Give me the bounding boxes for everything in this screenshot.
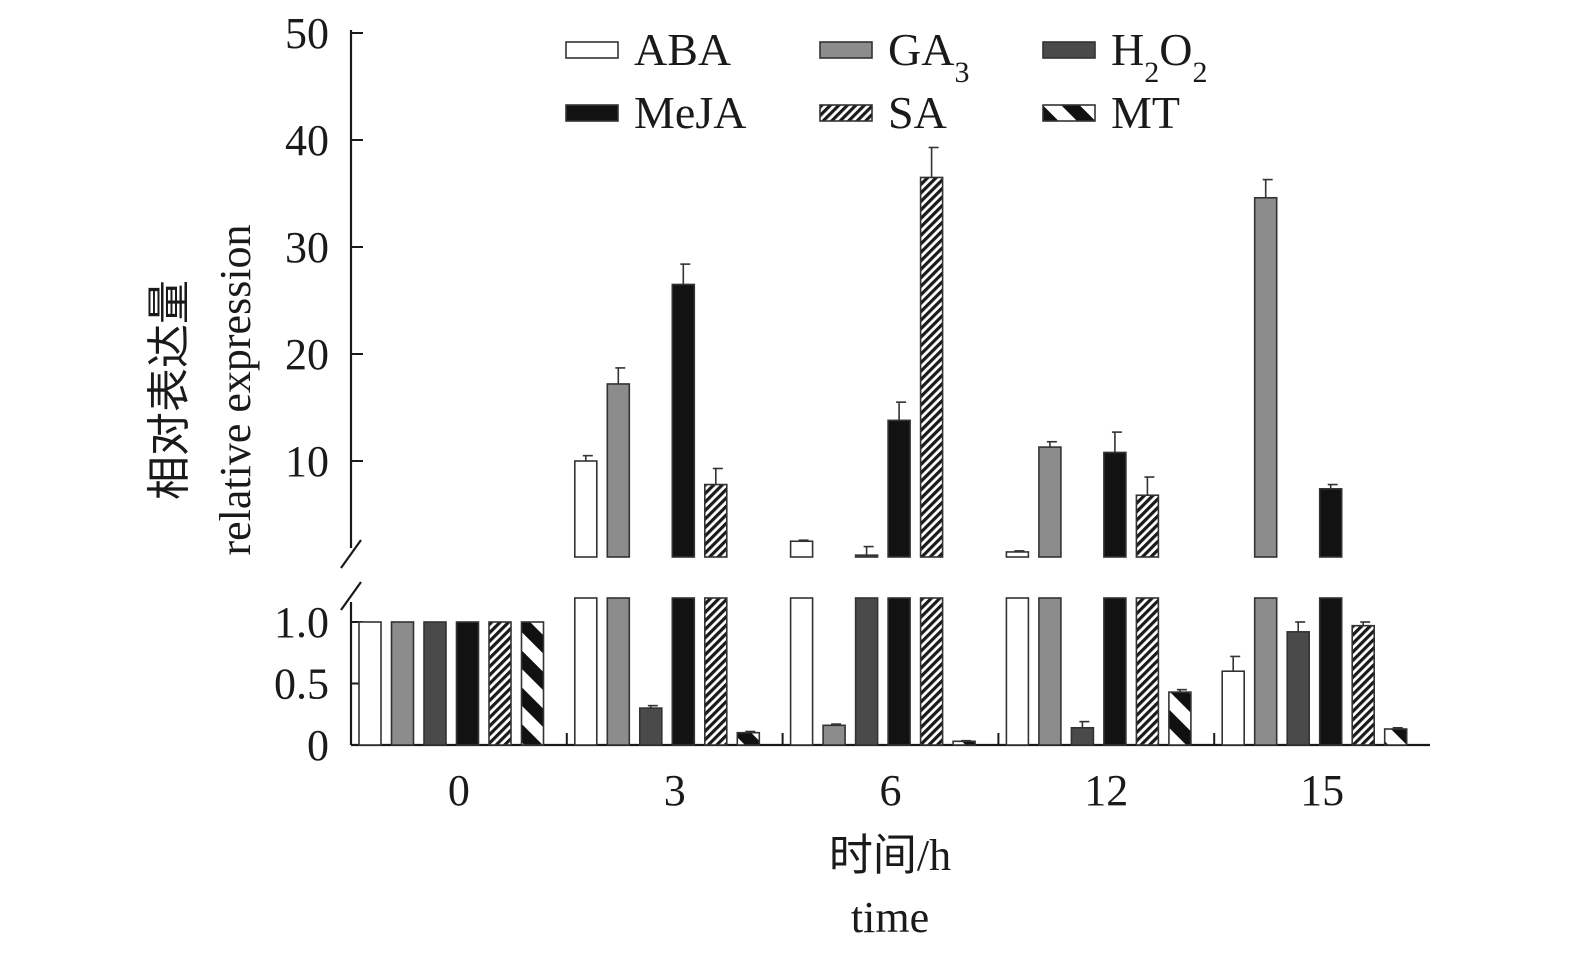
bar	[1070, 726, 1095, 746]
bar	[606, 597, 631, 746]
bar	[919, 597, 944, 746]
y-tick-label: 30	[285, 223, 329, 272]
y-tick-label: 0.5	[274, 660, 329, 709]
bar	[1351, 624, 1375, 746]
bar	[1253, 597, 1278, 746]
bar	[671, 283, 696, 558]
bar	[1135, 494, 1160, 558]
axis-break-mark	[340, 539, 362, 569]
legend-swatch	[819, 104, 873, 122]
y-tick-label: 10	[285, 437, 329, 486]
bar	[1221, 670, 1245, 746]
bar	[822, 724, 846, 746]
axis-titles: 时间/h time 相对表达量 relative expression	[145, 224, 951, 942]
bar	[520, 621, 545, 746]
bar	[423, 621, 447, 746]
bar	[390, 621, 415, 746]
y-tick-label: 0	[307, 721, 329, 770]
x-tick-label: 3	[664, 766, 686, 815]
y-tick-label: 40	[285, 116, 329, 165]
bar	[789, 540, 814, 558]
x-tick-label: 15	[1300, 766, 1344, 815]
legend-label: H2O2	[1111, 24, 1207, 89]
y-tick-label: 20	[285, 330, 329, 379]
bar	[1135, 597, 1160, 746]
bar	[703, 597, 728, 746]
bar	[1005, 597, 1030, 746]
x-tick-label: 0	[448, 766, 470, 815]
legend: ABA GA3 H2O2 MeJA SA MT	[565, 24, 1207, 138]
legend-label: ABA	[634, 24, 731, 75]
x-tick-label: 12	[1084, 766, 1128, 815]
bar	[1318, 597, 1343, 746]
bar	[606, 383, 631, 558]
bar	[789, 597, 814, 746]
bar	[887, 419, 911, 558]
bar	[887, 597, 911, 746]
bar	[1253, 196, 1278, 558]
bar	[1383, 728, 1408, 746]
bar	[1005, 551, 1030, 558]
bar	[952, 740, 976, 746]
bar	[358, 621, 382, 746]
bar	[1038, 446, 1062, 558]
bar	[488, 621, 512, 746]
bar	[703, 483, 728, 558]
x-axis-title: 时间/h	[829, 831, 951, 880]
y-axis-title: 相对表达量	[145, 280, 194, 500]
bar	[638, 707, 663, 746]
legend-label: MT	[1111, 87, 1180, 138]
bar	[455, 621, 480, 746]
bar	[854, 597, 879, 746]
y-tick-label: 50	[285, 9, 329, 58]
x-axis-title-en: time	[851, 893, 929, 942]
bar	[1103, 451, 1127, 558]
x-tick-label: 6	[880, 766, 902, 815]
legend-swatch	[1042, 104, 1096, 122]
bar	[1038, 597, 1062, 746]
legend-label: SA	[888, 87, 947, 138]
bar	[919, 176, 944, 558]
bar	[1168, 691, 1192, 746]
legend-swatch	[565, 104, 619, 122]
bar	[1318, 488, 1343, 558]
bar	[854, 554, 879, 558]
legend-swatch	[1042, 41, 1096, 59]
axis-break-mark	[340, 581, 362, 611]
bar	[671, 597, 696, 746]
bar	[1286, 631, 1310, 746]
bar	[736, 731, 761, 746]
legend-label: GA3	[888, 24, 969, 89]
legend-swatch	[819, 41, 873, 59]
axes: 10 20 30 40 50 0 0.5 1.0 0 3 6 12 15	[274, 9, 1430, 815]
bars	[358, 146, 1408, 746]
legend-label: MeJA	[634, 87, 746, 138]
bar	[573, 597, 598, 746]
legend-swatch	[565, 41, 619, 59]
bar	[573, 460, 598, 558]
y-tick-label: 1.0	[274, 598, 329, 647]
bar	[1103, 597, 1127, 746]
y-axis-title-en: relative expression	[211, 224, 260, 555]
